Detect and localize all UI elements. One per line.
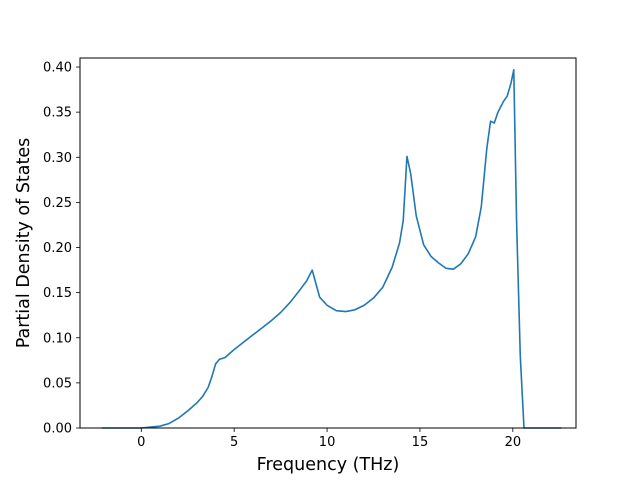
y-tick-label: 0.25: [43, 196, 72, 211]
y-tick-label: 0.10: [43, 331, 72, 346]
y-tick-label: 0.05: [43, 376, 72, 391]
y-axis-label: Partial Density of States: [14, 138, 34, 349]
y-tick-label: 0.30: [43, 151, 72, 166]
axes-frame: [79, 57, 577, 429]
x-tick-label: 20: [505, 435, 522, 450]
x-tick-label: 10: [319, 435, 336, 450]
x-tick-label: 0: [137, 435, 145, 450]
y-tick-label: 0.00: [43, 422, 72, 437]
axis-ticks: 0 5 10 15 20 0.00 0.05 0.10 0.15 0.20 0.25 0.30 0.35…: [43, 61, 521, 450]
y-tick-label: 0.20: [43, 241, 72, 256]
plot-area: [101, 68, 562, 429]
y-tick-label: 0.35: [43, 106, 72, 121]
x-axis-label: Frequency (THz): [257, 455, 400, 475]
x-tick-label: 15: [412, 435, 429, 450]
y-tick-label: 0.15: [43, 286, 72, 301]
y-tick-label: 0.40: [43, 61, 72, 76]
pdos-line-series: [101, 68, 562, 429]
x-tick-label: 5: [230, 435, 238, 450]
